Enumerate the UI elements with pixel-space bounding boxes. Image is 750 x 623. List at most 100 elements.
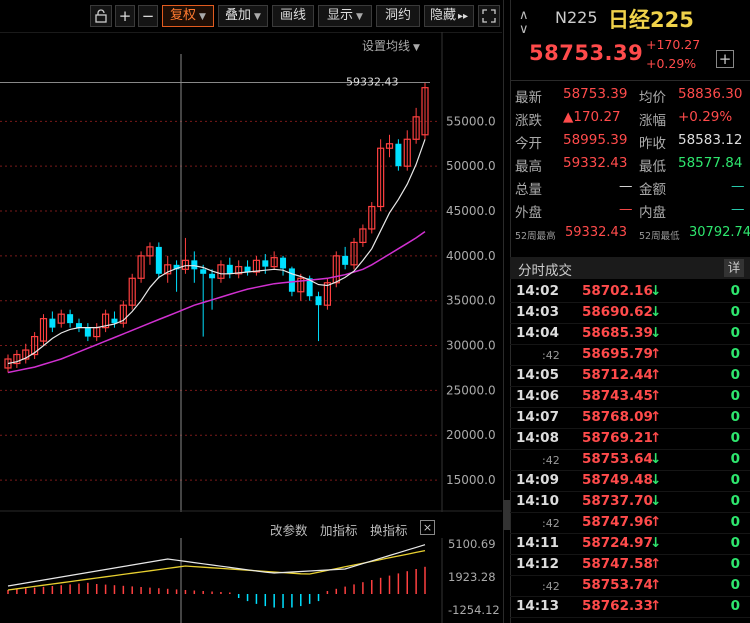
tick-time: 14:02 <box>516 283 559 299</box>
row-divider <box>510 365 750 366</box>
y-tick-label: 50000.0 <box>446 159 496 173</box>
switch-indicator-button[interactable]: 换指标 <box>370 523 408 538</box>
chevron-down-icon: ▼ <box>199 12 206 22</box>
tick-price: 58702.16 <box>582 283 653 299</box>
candle-body <box>306 278 313 297</box>
draw-line-button[interactable]: 画线 <box>272 5 314 27</box>
tick-row[interactable]: 14:02 58702.16 ↓ 0 <box>510 282 750 303</box>
quote-label: 昨收 <box>639 136 666 152</box>
tick-time: 14:08 <box>516 430 559 446</box>
quote-value: 58836.30 <box>678 86 743 102</box>
candle-body <box>155 246 162 274</box>
arrow-down-icon: ↓ <box>650 472 662 488</box>
candle-body <box>323 282 332 306</box>
tick-row[interactable]: :42 58753.74 ↑ 0 <box>510 576 750 597</box>
candle-body <box>75 323 82 328</box>
double-arrow-icon: ▸▸ <box>457 11 469 22</box>
tick-volume: 0 <box>730 493 740 509</box>
candle-body <box>280 257 287 269</box>
quote-value: 58753.39 <box>563 86 628 102</box>
tick-detail-button[interactable]: 详 <box>724 259 744 277</box>
arrow-up-icon: ↑ <box>650 577 662 593</box>
zoom-out-button[interactable]: − <box>138 5 158 27</box>
quote-label: 金额 <box>639 182 666 198</box>
candle-body <box>49 318 56 328</box>
tick-time: 14:13 <box>516 598 559 614</box>
chevron-up-icon[interactable]: ∧ <box>519 8 529 23</box>
y-tick-label: 15000.0 <box>446 473 496 487</box>
arrow-up-icon: ↑ <box>650 367 662 383</box>
row-divider <box>510 512 750 513</box>
close-icon[interactable]: × <box>420 520 435 535</box>
candle-body <box>191 260 198 270</box>
quote-label: 今开 <box>515 136 542 152</box>
y-tick-label: -1254.12 <box>448 603 500 617</box>
dea-line <box>7 549 426 591</box>
candle-body <box>31 335 39 356</box>
candle-body <box>262 260 269 267</box>
tick-row[interactable]: 14:11 58724.97 ↓ 0 <box>510 534 750 555</box>
panel-divider <box>503 0 504 623</box>
tick-row[interactable]: :42 58695.79 ↑ 0 <box>510 345 750 366</box>
tick-time: :42 <box>542 454 560 467</box>
tick-row[interactable]: 14:13 58762.33 ↑ 0 <box>510 597 750 618</box>
row-divider <box>510 344 750 345</box>
tick-price: 58685.39 <box>582 325 653 341</box>
chevron-down-icon[interactable]: ∨ <box>519 22 529 37</box>
dif-line <box>7 544 426 587</box>
quote-value: 58583.12 <box>678 132 743 148</box>
quote-value: 59332.43 <box>563 155 628 171</box>
tick-time: :42 <box>542 349 560 362</box>
candle-body <box>84 327 91 337</box>
zoom-in-button[interactable]: + <box>115 5 135 27</box>
tick-time: 14:05 <box>516 367 559 383</box>
lock-icon[interactable] <box>90 5 112 27</box>
wk52-high-label: 52周最高 <box>515 231 556 242</box>
candle-body <box>226 264 233 274</box>
candlestick-chart[interactable]: 55000.0 50000.0 45000.0 40000.0 35000.0 30000… <box>0 32 502 512</box>
tick-row[interactable]: 14:12 58747.58 ↑ 0 <box>510 555 750 576</box>
tick-row[interactable]: :42 58753.64 ↓ 0 <box>510 450 750 471</box>
tick-row[interactable]: 14:10 58737.70 ↓ 0 <box>510 492 750 513</box>
add-indicator-button[interactable]: 加指标 <box>320 523 358 538</box>
quote-label: 涨幅 <box>639 113 666 129</box>
candle-body <box>39 318 48 342</box>
tick-row[interactable]: 14:04 58685.39 ↓ 0 <box>510 324 750 345</box>
tick-row[interactable]: 14:08 58769.21 ↑ 0 <box>510 429 750 450</box>
panel-collapse-handle[interactable] <box>503 500 510 530</box>
arrow-down-icon: ↓ <box>650 325 662 341</box>
candle-body <box>200 269 207 274</box>
chevron-down-icon: ▼ <box>356 12 363 22</box>
tick-row[interactable]: :42 58747.96 ↑ 0 <box>510 513 750 534</box>
tick-volume: 0 <box>730 451 740 467</box>
display-button[interactable]: 显示 ▼ <box>318 5 372 27</box>
quote-value: 58577.84 <box>678 155 743 171</box>
tick-row[interactable]: 14:07 58768.09 ↑ 0 <box>510 408 750 429</box>
add-watchlist-button[interactable]: + <box>716 50 734 68</box>
candle-body <box>252 259 261 273</box>
restore-rights-button[interactable]: 复权 ▼ <box>162 5 214 27</box>
tick-volume: 0 <box>730 346 740 362</box>
y-tick-label: 25000.0 <box>446 383 496 397</box>
tick-row[interactable]: 14:03 58690.62 ↓ 0 <box>510 303 750 324</box>
tick-row[interactable]: 14:09 58749.48 ↓ 0 <box>510 471 750 492</box>
indicator-chart[interactable]: 5100.69 1923.28 -1254.12 <box>0 538 502 623</box>
fullscreen-icon[interactable] <box>478 5 500 27</box>
y-tick-label: 30000.0 <box>446 339 496 353</box>
candle-body <box>57 313 65 324</box>
candle-body <box>359 228 367 244</box>
overlay-button[interactable]: 叠加 ▼ <box>218 5 268 27</box>
tick-price: 58753.74 <box>582 577 653 593</box>
change-params-button[interactable]: 改参数 <box>270 523 308 538</box>
candle-body <box>368 205 376 230</box>
candle-body <box>403 138 411 167</box>
tick-volume: 0 <box>730 283 740 299</box>
quote-label: 最新 <box>515 90 542 106</box>
hide-button[interactable]: 隐藏 ▸▸ <box>424 5 474 27</box>
tick-row[interactable]: 14:05 58712.44 ↑ 0 <box>510 366 750 387</box>
contract-button[interactable]: 洞约 <box>376 5 420 27</box>
ma-settings-button[interactable]: 设置均线 ▼ <box>362 37 420 54</box>
wk52-high-value: 59332.43 <box>565 225 628 240</box>
candle-body <box>288 268 295 292</box>
tick-row[interactable]: 14:06 58743.45 ↑ 0 <box>510 387 750 408</box>
